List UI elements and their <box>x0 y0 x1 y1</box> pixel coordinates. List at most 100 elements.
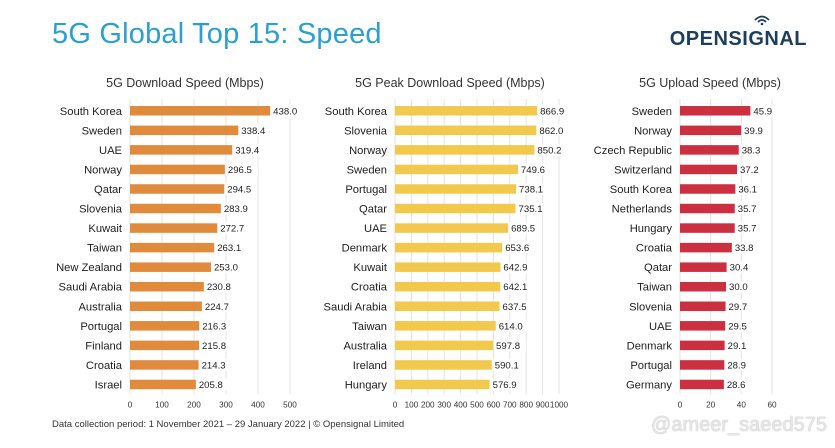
upload-bar <box>680 301 726 312</box>
peak-tick-label: 700 <box>503 400 517 409</box>
download-value-label: 230.8 <box>207 282 231 293</box>
upload-category-label: Qatar <box>644 262 672 274</box>
download-value-label: 438.0 <box>273 106 297 117</box>
download-category-label: Finland <box>85 340 122 352</box>
peak-value-label-bg <box>537 124 570 137</box>
peak-tick-label: 600 <box>487 400 501 409</box>
upload-bar <box>680 242 732 253</box>
download-value-label-bg <box>204 280 237 293</box>
upload-value-label: 45.9 <box>753 106 772 117</box>
upload-bar <box>680 281 726 292</box>
download-value-label: 224.7 <box>205 302 229 313</box>
upload-value-label-bg <box>725 339 753 352</box>
upload-bar <box>680 223 735 233</box>
peak-tick-label: 1000 <box>550 400 569 409</box>
peak-value-label-bg <box>492 358 525 371</box>
peak-value-label-bg <box>501 280 534 293</box>
upload-value-label-bg <box>726 300 753 313</box>
download-value-label-bg <box>199 358 232 371</box>
download-value-label-bg <box>233 143 266 156</box>
upload-value-label: 29.7 <box>729 302 748 313</box>
page-title: 5G Global Top 15: Speed <box>52 18 382 50</box>
peak-bar <box>395 301 500 312</box>
upload-value-label: 28.6 <box>727 380 746 391</box>
upload-value-label: 29.1 <box>728 341 747 352</box>
peak-category-label: Hungary <box>345 379 388 391</box>
upload-value-label: 38.3 <box>742 145 761 156</box>
peak-value-label: 866.9 <box>540 106 564 117</box>
download-value-label: 338.4 <box>241 126 266 137</box>
download-value-label: 319.4 <box>235 145 260 156</box>
download-tick-label: 500 <box>283 400 297 409</box>
peak-category-label: Slovenia <box>344 125 388 137</box>
upload-category-label: Slovenia <box>629 301 673 313</box>
download-value-label: 294.5 <box>227 184 251 195</box>
peak-bar <box>395 242 503 253</box>
peak-bar <box>395 164 518 175</box>
download-category-label: South Korea <box>60 106 123 118</box>
upload-bar <box>680 184 736 194</box>
upload-category-label: Czech Republic <box>594 145 673 157</box>
peak-value-label: 576.9 <box>493 380 517 391</box>
download-value-label: 205.8 <box>199 380 223 391</box>
peak-category-label: South Korea <box>325 106 388 118</box>
upload-value-label-bg <box>751 104 778 117</box>
peak-bar <box>395 379 490 390</box>
upload-category-label: Sweden <box>632 106 672 118</box>
upload-tick-label: 0 <box>678 400 683 409</box>
upload-bar <box>680 340 725 351</box>
download-value-label-bg <box>218 222 251 235</box>
peak-value-label-bg <box>516 202 549 215</box>
peak-value-label: 642.9 <box>503 263 527 274</box>
upload-bar <box>680 360 725 370</box>
peak-tick-label: 100 <box>405 400 419 409</box>
peak-category-label: Saudi Arabia <box>324 301 388 313</box>
download-category-label: Taiwan <box>87 243 122 255</box>
download-bar <box>130 184 225 194</box>
download-chart-title: 5G Download Speed (Mbps) <box>106 76 264 90</box>
peak-chart-title: 5G Peak Download Speed (Mbps) <box>355 76 545 90</box>
upload-category-label: UAE <box>649 321 672 333</box>
upload-value-label: 28.9 <box>727 360 746 371</box>
download-value-label-bg <box>196 378 229 391</box>
peak-category-label: Kuwait <box>353 262 387 274</box>
download-category-label: Norway <box>84 164 122 176</box>
peak-tick-label: 800 <box>519 400 533 409</box>
download-category-label: New Zealand <box>56 262 122 274</box>
peak-category-label: Taiwan <box>352 321 387 333</box>
download-category-label: Slovenia <box>79 204 123 216</box>
peak-bar <box>395 281 501 292</box>
download-bar <box>130 340 200 351</box>
upload-tick-label: 20 <box>706 400 716 409</box>
upload-value-label-bg <box>725 358 752 371</box>
download-category-label: Qatar <box>94 184 122 196</box>
download-tick-label: 0 <box>128 400 133 409</box>
peak-value-label-bg <box>500 300 533 313</box>
upload-category-label: Hungary <box>630 223 673 235</box>
download-bar <box>130 203 221 214</box>
peak-value-label-bg <box>503 241 536 254</box>
download-bar <box>130 242 215 253</box>
peak-tick-label: 400 <box>454 400 468 409</box>
peak-value-label-bg <box>496 319 529 332</box>
download-value-label: 272.7 <box>220 224 244 235</box>
peak-tick-label: 200 <box>421 400 435 409</box>
upload-category-label: Netherlands <box>612 204 673 216</box>
download-value-label-bg <box>215 241 248 254</box>
download-value-label-bg <box>225 163 258 176</box>
download-bar <box>130 321 200 331</box>
peak-value-label: 735.1 <box>519 204 543 215</box>
download-value-label-bg <box>200 339 233 352</box>
download-category-label: Portugal <box>80 321 122 333</box>
upload-speed-chart: 0 20 40 60 Sweden 45.9 Norway 39.9 Czech Republi… <box>594 99 778 409</box>
download-bar <box>130 360 199 370</box>
peak-category-label: Ireland <box>353 360 387 372</box>
peak-category-label: Norway <box>349 145 387 157</box>
peak-bar <box>395 145 535 155</box>
upload-tick-label: 60 <box>767 400 777 409</box>
upload-category-label: Norway <box>634 125 672 137</box>
download-value-label-bg <box>211 261 244 274</box>
download-bar <box>130 145 233 155</box>
upload-value-label-bg <box>732 241 760 254</box>
upload-bar <box>680 321 726 331</box>
